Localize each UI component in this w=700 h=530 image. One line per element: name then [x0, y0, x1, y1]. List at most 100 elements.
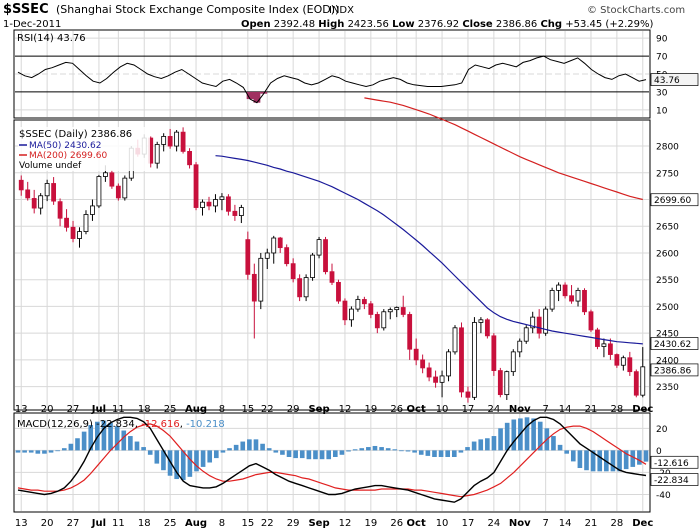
price-candle [96, 174, 102, 209]
x-axis-label-bottom: 14 [559, 518, 572, 529]
price-candle [633, 369, 639, 398]
x-axis-label-bottom: Oct [407, 518, 426, 529]
x-axis-label-bottom: 10 [436, 518, 449, 529]
candle-body [167, 136, 173, 147]
svg-text:Open 2392.48 H: Open 2392.48 High 2423.56 Low 2376.92 Cl… [241, 19, 653, 30]
candle-body [90, 205, 95, 215]
candle-body [77, 231, 82, 239]
candle-body [394, 307, 400, 311]
candle-body [122, 177, 128, 199]
x-axis-label: Aug [185, 404, 207, 415]
price-candle [582, 288, 587, 315]
candle-body [614, 354, 620, 366]
x-axis-label-bottom: 15 [241, 518, 254, 529]
macd-histogram-bar [280, 450, 285, 455]
price-candle [478, 317, 484, 334]
candle-body [355, 299, 361, 310]
macd-histogram-bar [101, 420, 107, 451]
price-candle [433, 370, 438, 388]
price-candle [187, 148, 192, 169]
macd-histogram-bar [313, 450, 318, 460]
macd-histogram-bar [399, 450, 404, 452]
macd-panel-frame [13, 412, 651, 513]
x-axis-label-bottom: 7 [542, 518, 548, 529]
macd-histogram-bar [75, 438, 80, 451]
x-axis-label-bottom: 17 [462, 518, 475, 529]
candle-body [18, 179, 24, 191]
macd-histogram-bar [220, 450, 226, 453]
price-candle [44, 179, 50, 202]
rsi-oversold-fill [253, 91, 261, 103]
candle-body [387, 309, 393, 313]
price-candle [70, 220, 76, 243]
candle-body [381, 311, 387, 329]
price-candle [349, 306, 354, 327]
x-axis-label-bottom: 26 [390, 518, 403, 529]
price-candle [77, 227, 82, 248]
rsi-line [17, 55, 647, 104]
candle-body [446, 351, 451, 377]
macd-histogram-bar [55, 450, 60, 452]
price-candle [193, 162, 199, 211]
macd-histogram-bar [286, 450, 292, 457]
macd-histogram-bar [326, 450, 332, 460]
price-candle [316, 236, 322, 259]
price-candle [264, 248, 270, 270]
candle-body [154, 144, 160, 164]
candle-body [361, 299, 367, 305]
axis-layer: 2800275027002650260025502500245024002350… [15, 35, 699, 529]
symbol: $SSEC [3, 2, 49, 17]
macd-histogram-bar [385, 448, 391, 451]
macd-histogram-bar [445, 450, 450, 457]
price-candle [614, 353, 620, 368]
candle-body [213, 199, 218, 207]
candle-body [70, 226, 76, 239]
macd-histogram-bar [438, 450, 444, 457]
x-axis-label-bottom: 13 [15, 518, 28, 529]
chg-value: +53.45 (+2.29%) [565, 19, 653, 30]
price-candle [607, 338, 613, 360]
price-tick-label: 2500 [656, 303, 679, 313]
price-candle [18, 175, 24, 196]
price-candle [426, 362, 432, 382]
x-axis-label-bottom: 18 [138, 518, 151, 529]
price-candle [465, 386, 471, 403]
macd-histogram-bar [379, 447, 384, 451]
candle-body [310, 254, 315, 278]
candle-body [601, 343, 607, 347]
macd-histogram-bar [478, 439, 484, 451]
candle-body [465, 391, 471, 398]
price-tick-label: 2650 [656, 223, 679, 233]
ohlc-summary: Open 2392.48 High 2423.56 Low 2376.92 Cl… [241, 19, 653, 30]
price-tick-label: 2400 [656, 356, 679, 366]
candle-body [504, 371, 510, 396]
ma200-line [364, 97, 643, 201]
candle-body [25, 189, 31, 199]
x-axis-label: 14 [559, 404, 572, 415]
macd-badge-box [650, 473, 699, 486]
macd-histogram-bar [227, 448, 232, 451]
x-axis-label: 10 [436, 404, 449, 415]
price-candle [90, 199, 95, 221]
macd-histogram-bar [319, 450, 325, 460]
open-value: 2392.48 [274, 19, 315, 30]
candle-body [232, 210, 238, 216]
x-axis-label: 18 [138, 404, 151, 415]
price-layer [18, 97, 646, 403]
candle-body [439, 375, 445, 383]
macd-histogram-bar [15, 450, 21, 453]
macd-tick-label: 20 [656, 425, 668, 435]
x-axis-label-bottom: 21 [585, 518, 598, 529]
candle-body [102, 172, 108, 177]
x-axis-label-bottom: 11 [112, 518, 125, 529]
x-axis-label: Jul [91, 404, 106, 415]
candle-body [426, 367, 432, 378]
macd-histogram-bar [590, 450, 596, 472]
macd-histogram-bar [266, 448, 272, 451]
macd-histogram-bar [61, 448, 67, 451]
x-axis-label: 25 [164, 404, 177, 415]
macd-histogram-bar [584, 450, 589, 471]
macd-histogram-bar [418, 450, 424, 455]
price-candle [569, 285, 574, 304]
x-axis-label: Dec [632, 404, 653, 415]
